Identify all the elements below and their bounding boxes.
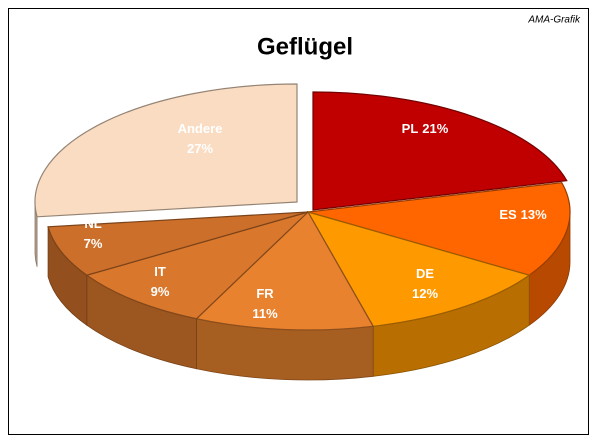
category-label: NL (84, 216, 101, 231)
category-label: PL (402, 121, 419, 136)
value-label: 12% (412, 286, 438, 301)
slice (307, 182, 571, 276)
category-label: ES (499, 207, 517, 222)
slice (47, 211, 309, 276)
slice (306, 211, 531, 327)
pie: PL 21% ES 13% DE 12% FR 11% IT 9% NL 7% Andere 27% (34, 83, 571, 381)
value-label: 9% (151, 284, 170, 299)
slice-label: ES 13% (499, 207, 547, 222)
slice-label: IT 9% (151, 264, 170, 299)
slice-label: FR 11% (252, 286, 278, 321)
value-label: 21% (422, 121, 448, 136)
slice (85, 211, 309, 320)
chart-title: Geflügel (257, 33, 353, 60)
value-label: 13% (521, 207, 547, 222)
slice-label: PL 21% (402, 121, 449, 136)
slice-label: DE 12% (412, 266, 438, 301)
slice (312, 91, 568, 211)
category-label: DE (416, 266, 434, 281)
category-label: FR (256, 286, 274, 301)
slice-label: Andere 27% (178, 121, 223, 156)
value-label: 27% (187, 141, 213, 156)
value-label: 11% (252, 306, 278, 321)
category-label: Andere (178, 121, 223, 136)
slice (195, 211, 375, 331)
slice-label: NL 7% (84, 216, 103, 251)
slice (34, 83, 298, 218)
value-label: 7% (84, 236, 103, 251)
annotation: AMA-Grafik (527, 15, 581, 26)
category-label: IT (154, 264, 166, 279)
